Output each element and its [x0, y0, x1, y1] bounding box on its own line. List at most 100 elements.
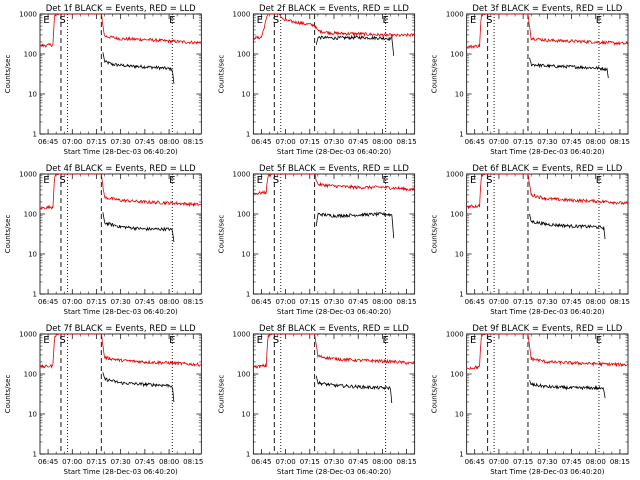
chart-title: Det 6f BLACK = Events, RED = LLD	[472, 164, 622, 174]
chart-panel-4: Det 4f BLACK = Events, RED = LLD Counts/s…	[4, 164, 203, 316]
x-tick-label: 07:45	[561, 458, 581, 466]
event-marker-label: E	[596, 175, 602, 186]
y-axis-label: Counts/sec	[4, 375, 12, 414]
x-tick-label: 07:15	[300, 458, 320, 466]
x-axis-label: Start Time (28-Dec-03 06:40:20)	[64, 148, 178, 156]
x-tick-label: 07:00	[489, 138, 509, 146]
plot-area	[40, 334, 202, 454]
x-axis-label: Start Time (28-Dec-03 06:40:20)	[490, 468, 604, 476]
series-line-events	[102, 372, 175, 403]
plot-frame	[252, 13, 416, 135]
y-tick-label: 1000	[19, 11, 37, 19]
plot-area	[40, 14, 202, 134]
x-tick-label: 07:15	[513, 298, 533, 306]
x-axis-label: Start Time (28-Dec-03 06:40:20)	[277, 308, 391, 316]
series-line-events	[102, 52, 175, 84]
x-tick-label: 06:45	[251, 138, 271, 146]
y-tick-label: 1000	[19, 331, 37, 339]
x-tick-label: 08:00	[372, 458, 392, 466]
series-line-lld	[466, 174, 628, 210]
x-tick-label: 08:00	[159, 458, 179, 466]
x-axis-label: Start Time (28-Dec-03 06:40:20)	[64, 308, 178, 316]
series-line-lld	[253, 174, 415, 196]
x-tick-label: 07:45	[348, 138, 368, 146]
x-tick-label: 07:45	[135, 138, 155, 146]
x-tick-label: 08:15	[397, 298, 417, 306]
y-axis-label: Counts/sec	[431, 215, 439, 254]
plot-frame	[39, 333, 202, 455]
event-marker-label: S	[273, 335, 279, 346]
y-tick-label: 1	[246, 451, 250, 459]
x-tick-label: 07:00	[276, 458, 296, 466]
y-tick-label: 1000	[19, 171, 37, 179]
event-marker-label: E	[257, 15, 263, 26]
y-tick-label: 1000	[233, 171, 251, 179]
chart-panel-9: Det 9f BLACK = Events, RED = LLD Counts/s…	[431, 324, 630, 476]
y-tick-label: 10	[455, 251, 464, 259]
event-marker-label: E	[470, 335, 476, 346]
y-axis-label: Counts/sec	[431, 55, 439, 94]
event-marker-label: S	[273, 15, 279, 26]
x-tick-label: 07:30	[111, 138, 131, 146]
series-line-lld	[466, 14, 628, 50]
x-tick-label: 08:00	[372, 138, 392, 146]
plot-area	[253, 334, 415, 454]
event-marker-label: E	[470, 15, 476, 26]
series-line-events	[529, 57, 609, 79]
series-line-lld	[466, 334, 628, 370]
series-line-lld	[40, 174, 202, 211]
x-tick-label: 08:15	[397, 458, 417, 466]
y-tick-label: 1	[459, 131, 463, 139]
event-marker-label: E	[596, 15, 602, 26]
series-line-lld	[40, 334, 202, 369]
x-tick-label: 07:30	[537, 298, 557, 306]
chart-title: Det 4f BLACK = Events, RED = LLD	[46, 164, 196, 174]
y-tick-label: 1000	[446, 11, 464, 19]
y-axis-label: Counts/sec	[217, 375, 225, 414]
plot-area	[253, 174, 415, 294]
x-tick-label: 06:45	[465, 458, 485, 466]
event-marker-label: E	[382, 335, 388, 346]
chart-title: Det 7f BLACK = Events, RED = LLD	[46, 324, 196, 334]
event-marker-label: E	[596, 335, 602, 346]
y-tick-label: 1000	[446, 331, 464, 339]
plot-frame	[252, 333, 416, 455]
x-tick-label: 06:45	[251, 298, 271, 306]
y-tick-label: 100	[237, 51, 250, 59]
y-tick-label: 1	[459, 291, 463, 299]
y-tick-label: 1	[246, 131, 250, 139]
x-tick-label: 07:30	[537, 458, 557, 466]
event-marker-label: E	[257, 175, 263, 186]
chart-title: Det 3f BLACK = Events, RED = LLD	[472, 4, 622, 14]
x-tick-label: 08:00	[372, 298, 392, 306]
x-tick-label: 07:30	[324, 458, 344, 466]
x-tick-label: 06:45	[38, 458, 58, 466]
x-tick-label: 07:15	[300, 298, 320, 306]
y-tick-label: 10	[455, 411, 464, 419]
y-axis-label: Counts/sec	[217, 55, 225, 94]
x-tick-label: 08:00	[159, 298, 179, 306]
x-tick-label: 08:00	[586, 298, 606, 306]
chart-panel-2: Det 2f BLACK = Events, RED = LLD Counts/s…	[217, 4, 416, 156]
event-marker-label: S	[59, 335, 65, 346]
x-tick-label: 07:15	[86, 138, 106, 146]
event-marker-label: S	[486, 175, 492, 186]
x-tick-label: 07:45	[348, 458, 368, 466]
x-tick-label: 07:15	[513, 458, 533, 466]
y-axis-label: Counts/sec	[4, 55, 12, 94]
plot-frame	[252, 173, 416, 295]
x-tick-label: 07:30	[111, 458, 131, 466]
event-marker-label: E	[43, 175, 49, 186]
y-axis-label: Counts/sec	[217, 215, 225, 254]
x-tick-label: 07:00	[276, 298, 296, 306]
x-axis-label: Start Time (28-Dec-03 06:40:20)	[64, 468, 178, 476]
x-tick-label: 08:15	[183, 458, 203, 466]
x-axis-label: Start Time (28-Dec-03 06:40:20)	[277, 148, 391, 156]
x-tick-label: 07:45	[135, 458, 155, 466]
plot-frame	[39, 173, 202, 295]
x-tick-label: 06:45	[38, 298, 58, 306]
x-tick-label: 07:00	[489, 458, 509, 466]
x-axis-label: Start Time (28-Dec-03 06:40:20)	[490, 148, 604, 156]
plot-area	[253, 14, 415, 134]
